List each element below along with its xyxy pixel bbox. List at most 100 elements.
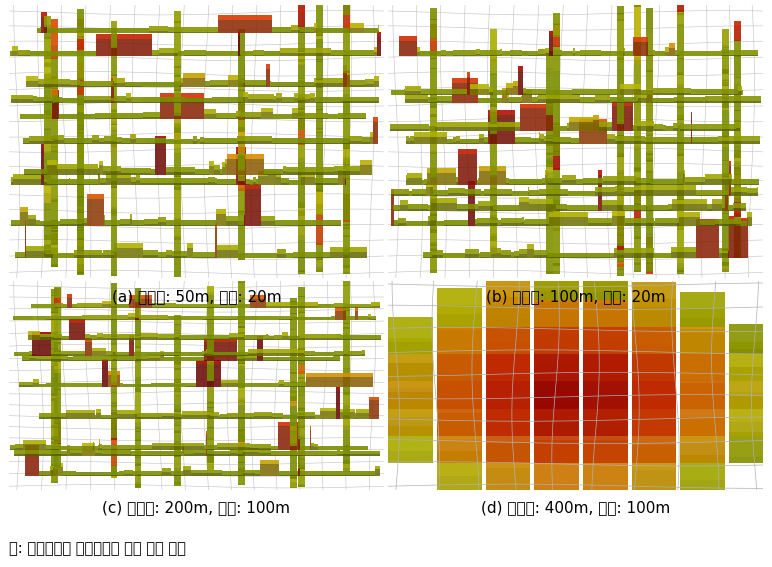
Polygon shape xyxy=(374,76,378,81)
Polygon shape xyxy=(546,90,554,95)
Polygon shape xyxy=(253,177,256,181)
Polygon shape xyxy=(540,134,544,139)
Polygon shape xyxy=(652,98,674,103)
Polygon shape xyxy=(358,316,367,320)
Polygon shape xyxy=(486,468,530,490)
Polygon shape xyxy=(514,256,519,259)
Polygon shape xyxy=(691,89,705,94)
Polygon shape xyxy=(343,65,347,70)
Polygon shape xyxy=(134,485,141,486)
Polygon shape xyxy=(478,183,479,185)
Polygon shape xyxy=(136,359,147,361)
Polygon shape xyxy=(68,357,73,361)
Polygon shape xyxy=(635,167,642,181)
Polygon shape xyxy=(174,363,181,368)
Polygon shape xyxy=(174,483,181,484)
Polygon shape xyxy=(722,104,729,110)
Polygon shape xyxy=(696,219,719,224)
Polygon shape xyxy=(547,181,553,207)
Polygon shape xyxy=(646,235,653,246)
Polygon shape xyxy=(113,359,116,361)
Polygon shape xyxy=(286,172,334,175)
Polygon shape xyxy=(241,51,253,56)
Polygon shape xyxy=(581,101,595,103)
Polygon shape xyxy=(579,119,607,124)
Polygon shape xyxy=(501,251,511,255)
Polygon shape xyxy=(51,19,58,45)
Polygon shape xyxy=(702,129,736,131)
Polygon shape xyxy=(654,124,662,129)
Polygon shape xyxy=(459,154,477,185)
Polygon shape xyxy=(390,124,429,129)
Polygon shape xyxy=(77,239,84,240)
Polygon shape xyxy=(537,94,581,99)
Polygon shape xyxy=(525,219,529,224)
Polygon shape xyxy=(343,225,350,226)
Polygon shape xyxy=(480,50,499,55)
Polygon shape xyxy=(207,293,214,295)
Polygon shape xyxy=(349,23,364,28)
Polygon shape xyxy=(54,337,61,338)
Polygon shape xyxy=(77,30,84,44)
Polygon shape xyxy=(238,157,245,160)
Polygon shape xyxy=(46,166,57,175)
Polygon shape xyxy=(747,188,757,193)
Polygon shape xyxy=(282,336,288,340)
Polygon shape xyxy=(522,217,524,222)
Polygon shape xyxy=(51,351,85,354)
Polygon shape xyxy=(181,447,184,455)
Polygon shape xyxy=(598,170,601,175)
Polygon shape xyxy=(110,211,117,216)
Polygon shape xyxy=(245,184,261,189)
Polygon shape xyxy=(544,175,548,185)
Polygon shape xyxy=(242,356,244,359)
Polygon shape xyxy=(370,132,373,137)
Polygon shape xyxy=(54,373,61,389)
Polygon shape xyxy=(430,214,437,215)
Polygon shape xyxy=(583,314,628,338)
Polygon shape xyxy=(636,178,650,183)
Polygon shape xyxy=(344,350,348,354)
Polygon shape xyxy=(12,52,18,56)
Polygon shape xyxy=(486,443,530,468)
Polygon shape xyxy=(534,312,579,337)
Polygon shape xyxy=(12,220,19,225)
Polygon shape xyxy=(617,240,624,268)
Polygon shape xyxy=(341,170,345,175)
Polygon shape xyxy=(77,230,84,239)
Polygon shape xyxy=(452,142,456,143)
Polygon shape xyxy=(66,298,72,308)
Polygon shape xyxy=(583,294,628,320)
Polygon shape xyxy=(617,230,624,234)
Polygon shape xyxy=(729,367,772,392)
Polygon shape xyxy=(191,473,222,476)
Polygon shape xyxy=(130,139,136,143)
Polygon shape xyxy=(134,481,141,485)
Polygon shape xyxy=(334,355,344,356)
Polygon shape xyxy=(559,90,570,95)
Polygon shape xyxy=(729,166,731,196)
Polygon shape xyxy=(348,355,363,356)
Polygon shape xyxy=(161,352,167,356)
Polygon shape xyxy=(110,74,117,99)
Polygon shape xyxy=(23,138,29,143)
Polygon shape xyxy=(343,451,380,454)
Polygon shape xyxy=(298,79,305,98)
Polygon shape xyxy=(617,189,624,191)
Polygon shape xyxy=(635,238,642,239)
Text: (a) 구간폭: 50m, 셀폭: 20m: (a) 구간폭: 50m, 셀폭: 20m xyxy=(112,289,281,304)
Polygon shape xyxy=(734,56,741,57)
Polygon shape xyxy=(668,209,672,211)
Polygon shape xyxy=(430,13,437,14)
Polygon shape xyxy=(544,48,549,53)
Polygon shape xyxy=(680,455,725,480)
Polygon shape xyxy=(174,337,179,340)
Polygon shape xyxy=(513,86,518,95)
Polygon shape xyxy=(174,391,181,392)
Polygon shape xyxy=(279,357,334,361)
Polygon shape xyxy=(736,123,740,128)
Polygon shape xyxy=(207,462,214,463)
Polygon shape xyxy=(646,154,653,155)
Polygon shape xyxy=(623,48,625,53)
Polygon shape xyxy=(441,50,446,55)
